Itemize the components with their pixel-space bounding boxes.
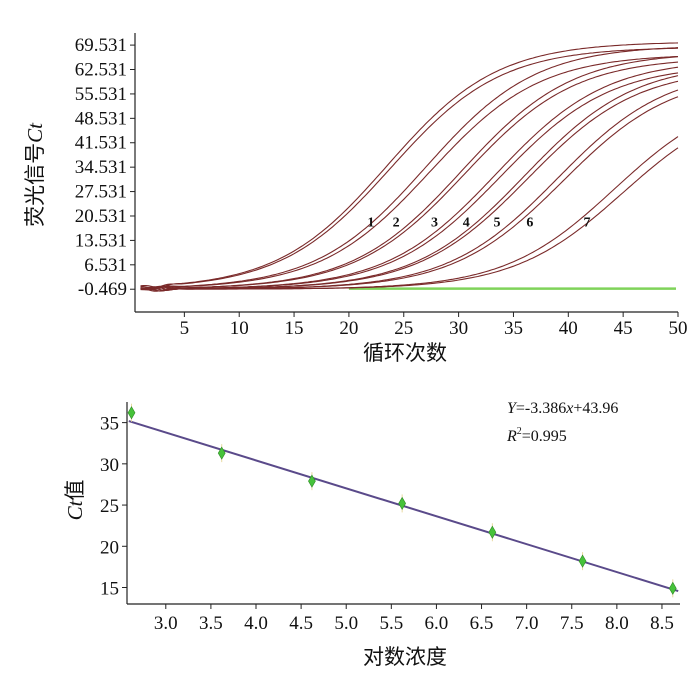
y-tick-label: 69.531 xyxy=(75,35,127,56)
y-tick-label: 35 xyxy=(100,414,119,435)
amplification-curve-7 xyxy=(140,136,679,292)
data-point xyxy=(668,581,677,595)
x-tick-label: 5.0 xyxy=(334,613,358,634)
x-tick-label: 45 xyxy=(614,318,633,339)
r2-value: =0.995 xyxy=(522,428,567,445)
r2-r: R xyxy=(506,428,517,445)
x-axis-title: 对数浓度 xyxy=(363,645,447,669)
x-tick-label: 4.5 xyxy=(289,613,313,634)
x-tick-label: 7.5 xyxy=(560,613,584,634)
x-tick-label: 8.5 xyxy=(650,613,674,634)
curve-label-7: 7 xyxy=(583,216,590,231)
data-point xyxy=(217,446,226,460)
y-tick-label: 48.531 xyxy=(75,108,127,129)
x-tick-label: 5.5 xyxy=(379,613,403,634)
amplification-curve-1 xyxy=(140,42,679,288)
amplification-curve-2 xyxy=(140,55,679,290)
amplification-curve-5 xyxy=(140,75,679,291)
x-tick-label: 40 xyxy=(559,318,578,339)
x-tick-label: 6.0 xyxy=(425,613,449,634)
amplification-curve-4 xyxy=(140,66,679,291)
y-tick-label: 62.531 xyxy=(75,60,127,81)
eq-x: x xyxy=(565,400,573,417)
y-axis-title-suffix: 值 xyxy=(63,480,87,501)
regression-equation: Y=-3.386x+43.96 xyxy=(507,400,618,417)
curve-label-6: 6 xyxy=(526,216,533,231)
eq-tail: +43.96 xyxy=(573,400,618,417)
y-axis-title-ct: Ct xyxy=(23,122,47,143)
r2-sup: 2 xyxy=(517,426,522,437)
y-tick-label: -0.469 xyxy=(78,279,127,300)
x-tick-labels: 5 10 15 20 25 30 35 40 45 50 xyxy=(180,312,688,339)
y-axis-title: 荧光信号Ct xyxy=(23,122,47,227)
y-tick-labels: 69.531 62.531 55.531 48.531 41.531 34.531 27.5… xyxy=(75,35,135,300)
data-point xyxy=(127,406,136,420)
y-tick-label: 25 xyxy=(100,496,119,517)
amplification-curve-7 xyxy=(140,147,679,292)
curve-label-1: 1 xyxy=(367,216,374,231)
x-tick-label: 20 xyxy=(339,318,358,339)
eq-y: Y xyxy=(507,400,518,417)
y-tick-label: 34.531 xyxy=(75,157,127,178)
amplification-chart: 69.531 62.531 55.531 48.531 41.531 34.531 27.5… xyxy=(23,33,688,365)
curve-label-2: 2 xyxy=(393,216,400,231)
data-point xyxy=(308,474,316,488)
y-axis-title: Ct值 xyxy=(63,480,87,521)
x-tick-label: 15 xyxy=(285,318,304,339)
x-tick-label: 35 xyxy=(504,318,523,339)
x-tick-label: 25 xyxy=(394,318,413,339)
y-tick-label: 6.531 xyxy=(84,255,127,276)
r-squared: R2=0.995 xyxy=(506,426,567,445)
data-point xyxy=(578,554,587,568)
amplification-curve-3 xyxy=(140,61,679,290)
data-point xyxy=(488,525,497,539)
standard-curve-chart: 35 30 25 20 15 3.0 3.5 4.0 4.5 5.0 5.5 6.0 6.5 7.0 7.… xyxy=(63,400,680,669)
y-tick-label: 55.531 xyxy=(75,84,127,105)
amplification-curves xyxy=(140,42,679,292)
data-point xyxy=(398,496,406,511)
y-tick-label: 41.531 xyxy=(75,133,127,154)
x-tick-label: 30 xyxy=(449,318,468,339)
y-tick-label: 20 xyxy=(100,537,119,558)
x-tick-label: 4.0 xyxy=(244,613,268,634)
y-tick-label: 13.531 xyxy=(75,230,127,251)
y-tick-label: 30 xyxy=(100,455,119,476)
curve-label-4: 4 xyxy=(463,216,470,231)
eq-rest: =-3.386 xyxy=(516,400,566,417)
x-tick-label: 5 xyxy=(180,318,190,339)
amplification-curve-3 xyxy=(140,56,679,291)
y-axis-title-ct: Ct xyxy=(63,499,87,520)
amplification-curve-4 xyxy=(140,72,679,291)
amplification-curve-6 xyxy=(140,89,679,292)
x-tick-label: 50 xyxy=(669,318,688,339)
curve-labels: 1 2 3 4 5 6 7 xyxy=(367,216,590,231)
x-tick-label: 8.0 xyxy=(605,613,629,634)
curve-label-3: 3 xyxy=(431,216,438,231)
x-tick-label: 3.5 xyxy=(199,613,223,634)
y-tick-label: 15 xyxy=(100,579,119,600)
amplification-curve-2 xyxy=(140,47,679,291)
y-tick-label: 27.531 xyxy=(75,182,127,203)
y-tick-labels: 35 30 25 20 15 xyxy=(100,414,127,600)
y-axis-title-text: 荧光信号 xyxy=(23,143,47,227)
x-axis-title: 循环次数 xyxy=(363,341,447,365)
x-tick-labels: 3.0 3.5 4.0 4.5 5.0 5.5 6.0 6.5 7.0 7.5 8.0 8.5 xyxy=(154,604,674,634)
data-points xyxy=(127,403,677,598)
x-tick-label: 6.5 xyxy=(470,613,494,634)
curve-label-5: 5 xyxy=(494,216,501,231)
x-tick-label: 7.0 xyxy=(515,613,539,634)
x-tick-label: 3.0 xyxy=(154,613,178,634)
x-tick-label: 10 xyxy=(230,318,249,339)
amplification-curve-1 xyxy=(140,47,679,289)
y-tick-label: 20.531 xyxy=(75,206,127,227)
